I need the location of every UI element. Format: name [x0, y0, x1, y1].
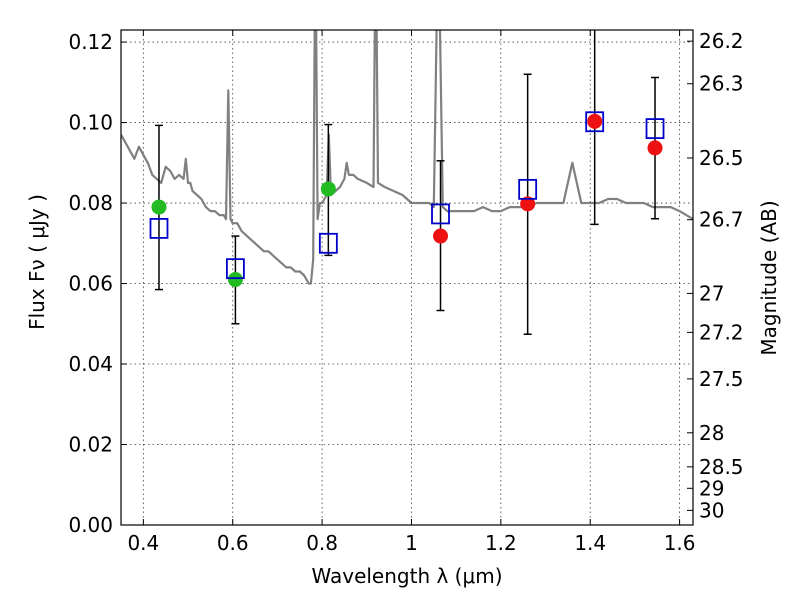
model-photometry-square	[431, 203, 450, 225]
y2-tick-label: 26.5	[699, 146, 744, 170]
y-tick-label: 0.04	[68, 352, 113, 376]
y2-tick-label: 26.7	[699, 208, 744, 232]
model-photometry-square	[149, 218, 169, 239]
y-tick-label: 0.06	[68, 272, 113, 296]
y2-tick-label: 26.2	[699, 29, 744, 53]
x-tick-label: 1	[405, 531, 418, 555]
y2-tick-label: 27.2	[699, 320, 744, 344]
y2-tick-label: 27.5	[699, 367, 744, 391]
y-tick-label: 0.08	[68, 191, 113, 215]
grid	[121, 30, 693, 526]
observed-point-green	[151, 199, 167, 215]
y-tick-label: 0.12	[68, 30, 113, 54]
model-photometry-square	[225, 258, 245, 280]
points-layer	[151, 113, 663, 288]
model-spectrum-layer	[121, 30, 693, 285]
ticks: 0.4 0.6 0.8 1 1.2 1.4 1.6 0.00 0.02 0.04 0.06 0.08 0…	[68, 29, 743, 555]
y2-axis-label: Magnitude (AB)	[757, 200, 781, 355]
observed-point-red	[647, 140, 663, 156]
x-tick-label: 0.4	[127, 531, 159, 555]
model-photometry-square	[518, 178, 538, 200]
x-tick-label: 0.8	[306, 531, 338, 555]
observed-point-green	[320, 181, 336, 197]
observed-point-green	[227, 272, 243, 288]
observed-point-red	[520, 196, 536, 212]
model-photometry-square	[318, 232, 338, 254]
y-axis-label: Flux Fν ( μJy )	[25, 194, 49, 330]
x-tick-label: 1.6	[664, 531, 696, 555]
observed-point-red	[587, 113, 603, 129]
x-axis-label: Wavelength λ (μm)	[311, 564, 502, 588]
y2-tick-label: 28.5	[699, 455, 744, 479]
x-tick-label: 1.4	[574, 531, 606, 555]
y2-tick-label: 27	[699, 281, 724, 305]
observed-point-red	[433, 228, 449, 244]
y-tick-label: 0.02	[68, 433, 113, 457]
model-photometry-square	[585, 111, 605, 133]
y2-tick-label: 28	[699, 421, 724, 445]
model-photometry-square	[645, 118, 665, 139]
y-tick-label: 0.00	[68, 513, 113, 537]
x-tick-label: 1.2	[485, 531, 517, 555]
model-spectrum-line	[121, 30, 693, 285]
plot-frame	[120, 29, 694, 526]
x-tick-label: 0.6	[217, 531, 249, 555]
y-tick-label: 0.10	[68, 111, 113, 135]
model-photometry-layer	[149, 111, 665, 280]
y2-tick-label: 26.3	[699, 72, 744, 96]
y2-tick-label: 29	[699, 476, 724, 500]
y2-tick-label: 30	[699, 498, 724, 522]
